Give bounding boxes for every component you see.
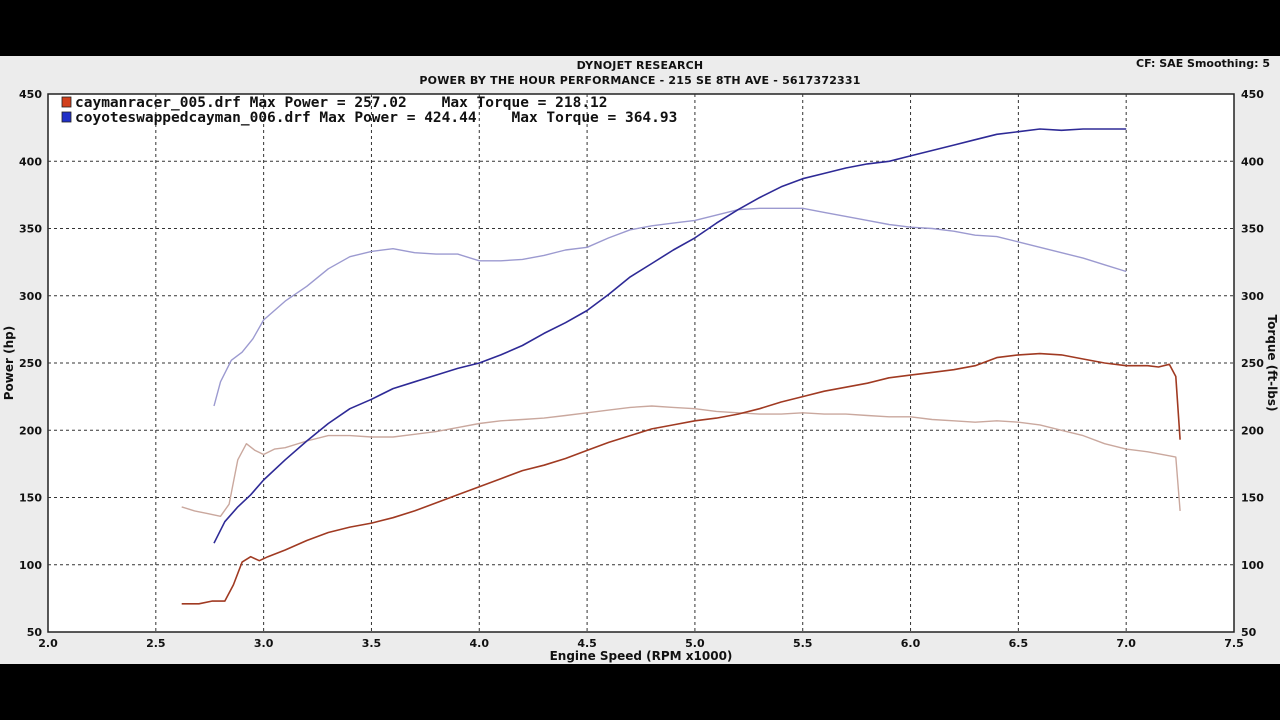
y-tick-label: 200 — [19, 424, 42, 437]
y2-tick-label: 250 — [1241, 357, 1264, 370]
x-tick-label: 4.0 — [470, 637, 490, 650]
y2-tick-label: 350 — [1241, 223, 1264, 236]
y-tick-label: 100 — [19, 559, 42, 572]
series-layer — [181, 128, 1181, 605]
run1-torque-line — [181, 405, 1181, 517]
x-tick-label: 5.0 — [685, 637, 705, 650]
x-tick-label: 4.5 — [577, 637, 597, 650]
y-tick-label: 400 — [19, 155, 42, 168]
x-tick-label: 3.0 — [254, 637, 274, 650]
chart-subtitle: POWER BY THE HOUR PERFORMANCE - 215 SE 8… — [419, 74, 861, 87]
run1-power-line — [181, 352, 1181, 605]
chart-title: DYNOJET RESEARCH — [576, 59, 704, 72]
legend-entry: caymanracer_005.drf Max Power = 257.02 M… — [75, 95, 608, 111]
y-tick-label: 450 — [19, 88, 42, 101]
x-axis-title: Engine Speed (RPM x1000) — [550, 649, 733, 663]
legend-swatch — [61, 111, 72, 123]
y-tick-label: 50 — [27, 626, 43, 639]
x-tick-label: 2.5 — [146, 637, 166, 650]
tick-labels: 2.0 2.5 3.0 3.5 4.0 4.5 5.0 5.5 6.0 6.5 7.0 7.55010… — [19, 88, 1264, 650]
y2-tick-label: 50 — [1241, 626, 1257, 639]
x-tick-label: 2.0 — [38, 637, 58, 650]
y-tick-label: 250 — [19, 357, 42, 370]
x-tick-label: 7.0 — [1116, 637, 1136, 650]
run2-power-line — [213, 128, 1127, 544]
legend-swatch — [61, 96, 72, 108]
y-tick-label: 350 — [19, 223, 42, 236]
settings-readout: CF: SAE Smoothing: 5 — [1136, 57, 1270, 70]
y2-tick-label: 450 — [1241, 88, 1264, 101]
x-tick-label: 3.5 — [362, 637, 382, 650]
y2-tick-label: 400 — [1241, 155, 1264, 168]
y-axis-title: Power (hp) — [2, 326, 16, 400]
y-tick-label: 150 — [19, 492, 42, 505]
dyno-chart-window: DYNOJET RESEARCH POWER BY THE HOUR PERFO… — [0, 56, 1280, 664]
plot-area — [47, 93, 1235, 633]
legend: caymanracer_005.drf Max Power = 257.02 M… — [61, 95, 677, 126]
y2-tick-label: 300 — [1241, 290, 1264, 303]
x-tick-label: 5.5 — [793, 637, 813, 650]
x-tick-label: 6.0 — [901, 637, 921, 650]
y2-axis-title: Torque (ft-lbs) — [1265, 315, 1279, 412]
x-tick-label: 6.5 — [1009, 637, 1029, 650]
y2-tick-label: 200 — [1241, 424, 1264, 437]
legend-entry: coyoteswappedcayman_006.drf Max Power = … — [75, 110, 677, 126]
y-tick-label: 300 — [19, 290, 42, 303]
run2-torque-line — [213, 207, 1127, 407]
dyno-chart: 2.0 2.5 3.0 3.5 4.0 4.5 5.0 5.5 6.0 6.5 7.0 7.55010… — [2, 88, 1279, 663]
y2-tick-label: 100 — [1241, 559, 1264, 572]
x-tick-label: 7.5 — [1224, 637, 1244, 650]
y2-tick-label: 150 — [1241, 492, 1264, 505]
